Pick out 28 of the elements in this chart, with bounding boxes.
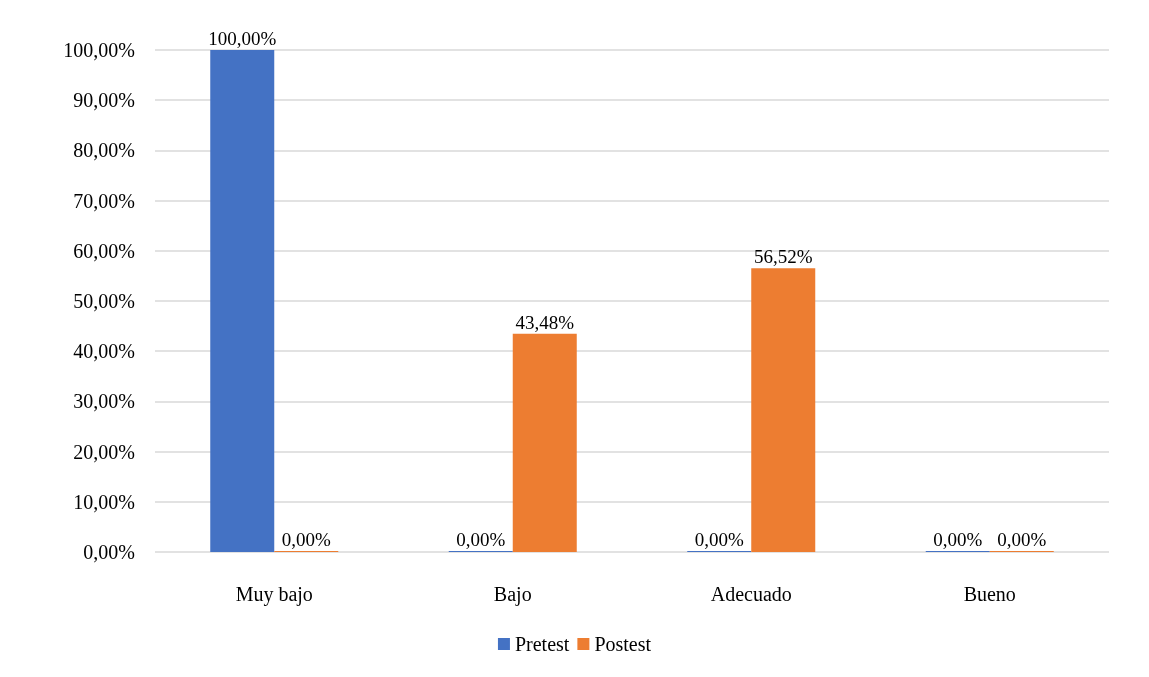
x-tick-label: Bajo [493, 583, 532, 606]
y-tick-label: 0,00% [83, 541, 135, 563]
x-tick-label: Muy bajo [235, 583, 313, 606]
legend-label: Postest [594, 633, 652, 655]
data-label: 0,00% [456, 529, 506, 550]
legend-label: Pretest [514, 633, 570, 655]
data-label: 43,48% [515, 311, 575, 333]
data-label: 0,00% [281, 529, 331, 550]
bar [751, 268, 816, 552]
y-tick-label: 70,00% [73, 189, 135, 212]
data-label: 100,00% [208, 28, 277, 49]
x-tick-label: Adecuado [710, 583, 792, 605]
y-tick-label: 90,00% [73, 89, 135, 112]
bar [512, 333, 577, 552]
data-label: 0,00% [933, 529, 983, 550]
y-tick-label: 40,00% [73, 340, 135, 363]
bar [210, 50, 275, 552]
x-tick-label: Bueno [963, 583, 1016, 605]
y-tick-label: 50,00% [73, 290, 135, 312]
data-label: 0,00% [997, 529, 1047, 550]
data-label: 56,52% [753, 246, 813, 268]
y-tick-label: 100,00% [63, 39, 135, 61]
y-tick-label: 20,00% [73, 440, 135, 463]
y-tick-label: 10,00% [73, 490, 135, 513]
y-tick-label: 60,00% [73, 239, 135, 262]
y-tick-label: 30,00% [73, 390, 135, 413]
y-tick-label: 80,00% [73, 139, 135, 162]
data-label: 0,00% [694, 529, 744, 550]
